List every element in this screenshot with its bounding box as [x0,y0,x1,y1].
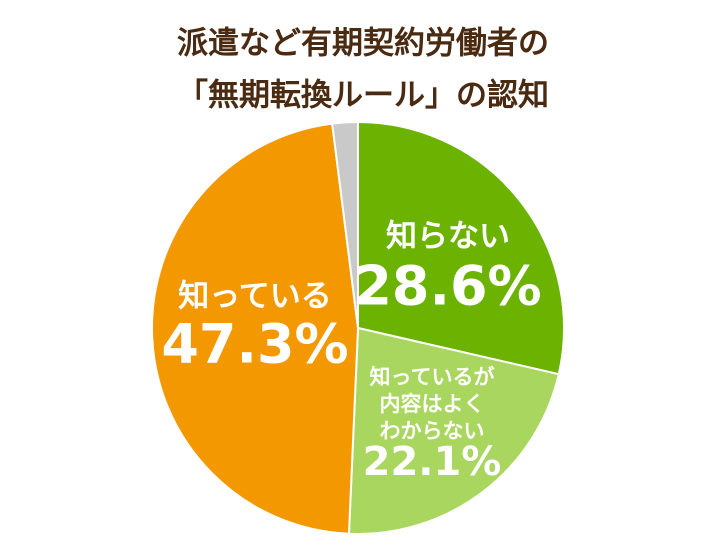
pie-slice [331,120,359,329]
chart-title: 派遣など有期契約労働者の [177,26,549,62]
value-label: 22.1% [363,439,502,485]
pie-slice [347,326,560,535]
pie-slice [151,122,360,535]
slice-label: 知らない [386,219,510,255]
slice-label: 知っている [178,279,331,315]
slice-label: 知っているが内容はよくわからない [370,365,495,443]
chart-title: 「無期転換ルール」の認知 [177,78,549,114]
value-label: 28.6% [354,255,541,318]
value-label: 47.3% [161,313,348,376]
pie-slice [357,120,565,376]
